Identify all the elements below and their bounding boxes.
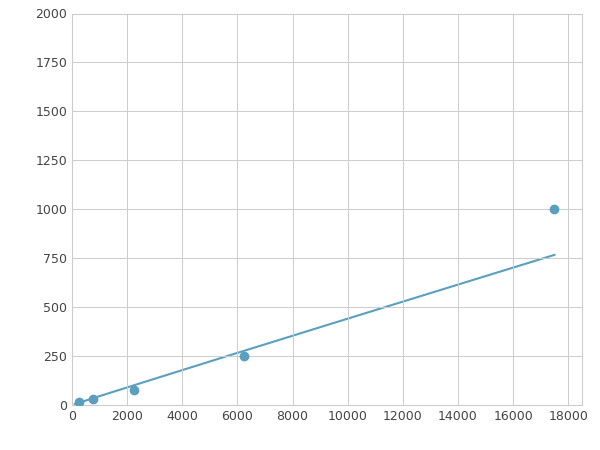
Point	[129, 387, 139, 394]
Point	[239, 352, 249, 360]
Point	[88, 396, 97, 403]
Point	[550, 206, 559, 213]
Point	[74, 398, 83, 405]
